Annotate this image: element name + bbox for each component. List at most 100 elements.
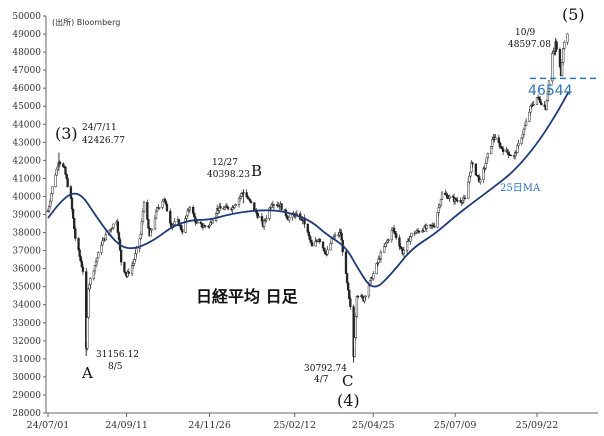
candle-body bbox=[543, 104, 546, 107]
ann-3-date: 24/7/11 bbox=[82, 123, 117, 133]
candle-body bbox=[50, 193, 53, 202]
candle-body bbox=[124, 271, 127, 275]
candle-body bbox=[347, 282, 350, 291]
candle-body bbox=[469, 171, 472, 177]
candle-body bbox=[375, 263, 378, 274]
candle-body bbox=[154, 210, 158, 219]
candle-body bbox=[192, 206, 195, 214]
candle-body bbox=[560, 62, 564, 76]
candle-body bbox=[439, 199, 443, 206]
candle-body bbox=[333, 234, 337, 237]
candle-body bbox=[80, 261, 83, 268]
candle-body bbox=[367, 285, 371, 297]
candle-body bbox=[410, 232, 413, 237]
x-tick-label: 25/02/12 bbox=[273, 420, 316, 431]
candle-body bbox=[77, 238, 80, 250]
candle-body bbox=[307, 231, 311, 237]
y-tick-label: 28000 bbox=[12, 409, 41, 419]
candle-body bbox=[237, 197, 241, 205]
candle-body bbox=[356, 295, 360, 298]
candle-body bbox=[66, 178, 69, 187]
candle-body bbox=[47, 205, 51, 212]
candle-body bbox=[234, 204, 237, 207]
candle-body bbox=[440, 192, 444, 200]
candle-body bbox=[97, 252, 100, 259]
candle-body bbox=[309, 239, 313, 243]
y-tick-label: 49000 bbox=[12, 30, 41, 40]
candle-body bbox=[164, 200, 168, 205]
candle-body bbox=[142, 201, 146, 213]
candle-body bbox=[436, 212, 439, 228]
candle-body bbox=[73, 218, 76, 229]
candle-body bbox=[497, 137, 500, 144]
candle-body bbox=[260, 216, 264, 222]
candle-body bbox=[79, 256, 82, 262]
y-tick-label: 32000 bbox=[12, 337, 41, 347]
candle-body bbox=[528, 111, 531, 122]
candle-body bbox=[257, 216, 260, 218]
y-tick-label: 46000 bbox=[12, 84, 41, 94]
candle-body bbox=[181, 229, 184, 233]
x-tick-label: 25/09/22 bbox=[516, 420, 559, 431]
candle-body bbox=[409, 236, 412, 242]
wave-3-label: (3) bbox=[55, 124, 78, 143]
candle-body bbox=[87, 288, 90, 318]
candle-body bbox=[551, 53, 554, 82]
y-axis: 28000 29000 30000 31000 32000 33000 34000 35000… bbox=[12, 12, 47, 419]
y-tick-label: 48000 bbox=[12, 48, 41, 58]
candle-body bbox=[485, 157, 488, 164]
candle-body bbox=[211, 220, 214, 224]
candle-body bbox=[101, 240, 104, 246]
candle-body bbox=[153, 217, 157, 230]
candle-body bbox=[383, 246, 386, 253]
candle-body bbox=[448, 196, 451, 199]
candle-body bbox=[529, 105, 532, 113]
candle-body bbox=[150, 228, 153, 231]
candle-body bbox=[272, 204, 276, 206]
candle-body bbox=[308, 235, 312, 241]
candle-body bbox=[226, 206, 230, 210]
candle-body bbox=[463, 197, 467, 200]
candle-body bbox=[186, 210, 189, 217]
candle-body bbox=[520, 137, 523, 144]
candle-body bbox=[491, 139, 494, 147]
candle-body bbox=[141, 211, 145, 222]
ma25-line bbox=[47, 91, 570, 288]
candle-body bbox=[133, 259, 136, 264]
candle-body bbox=[69, 186, 73, 199]
y-tick-label: 34000 bbox=[12, 301, 41, 311]
y-tick-label: 40000 bbox=[12, 192, 41, 202]
candle-body bbox=[233, 205, 236, 208]
candle-body bbox=[398, 237, 401, 247]
candle-body bbox=[387, 239, 390, 241]
x-tick-label: 24/09/11 bbox=[105, 420, 148, 431]
candle-body bbox=[330, 238, 333, 244]
candle-body bbox=[71, 208, 75, 219]
candle-body bbox=[522, 128, 526, 135]
candle-body bbox=[395, 233, 398, 238]
candle-body bbox=[116, 221, 120, 233]
candle-body bbox=[295, 213, 299, 215]
candle-body bbox=[425, 225, 428, 229]
y-tick-label: 33000 bbox=[12, 319, 41, 329]
candle-body bbox=[348, 289, 351, 300]
candle-body bbox=[482, 168, 485, 181]
candle-body bbox=[56, 166, 59, 170]
candle-body bbox=[324, 250, 327, 255]
candle-body bbox=[532, 104, 535, 106]
candle-body bbox=[517, 143, 520, 146]
candle-body bbox=[566, 33, 569, 43]
candle-body bbox=[456, 200, 459, 202]
x-axis: 24/07/01 24/09/11 24/11/26 25/02/12 25/04/25… bbox=[27, 412, 598, 431]
candle-body bbox=[94, 261, 98, 266]
candle-body bbox=[461, 199, 464, 203]
candle-body bbox=[563, 42, 566, 49]
candle-body bbox=[490, 146, 493, 154]
candle-body bbox=[455, 198, 458, 201]
candle-body bbox=[516, 145, 519, 153]
candle-body bbox=[55, 168, 58, 176]
candle-body bbox=[363, 296, 366, 302]
candles bbox=[46, 33, 569, 363]
candle-body bbox=[288, 216, 291, 221]
candle-body bbox=[49, 200, 52, 207]
